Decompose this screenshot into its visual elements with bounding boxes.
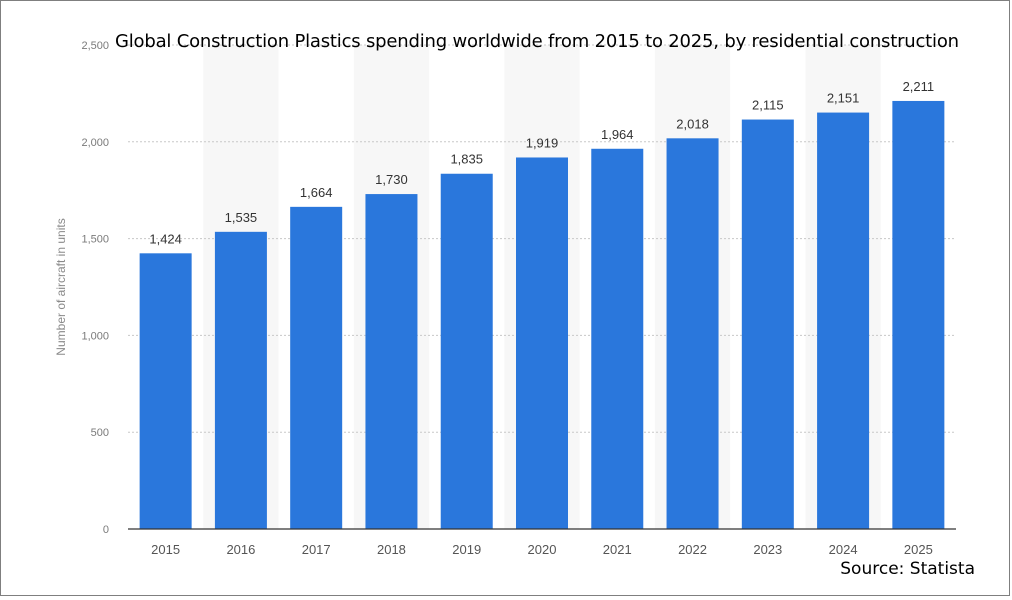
y-axis-label: Number of aircraft in units xyxy=(54,218,68,355)
x-tick-label: 2020 xyxy=(528,542,557,557)
y-tick-label: 1,000 xyxy=(81,330,109,342)
data-label: 2,115 xyxy=(752,98,784,113)
x-tick-label: 2017 xyxy=(302,542,331,557)
x-tick-label: 2022 xyxy=(678,542,707,557)
bar xyxy=(290,206,343,529)
data-label: 2,211 xyxy=(903,79,935,94)
x-tick-label: 2019 xyxy=(452,542,481,557)
chart-title: Global Construction Plastics spending wo… xyxy=(115,31,959,52)
data-label: 1,664 xyxy=(300,185,333,200)
x-tick-label: 2021 xyxy=(603,542,632,557)
source-label: Source: Statista xyxy=(840,559,975,579)
y-tick-label: 2,500 xyxy=(81,40,109,52)
data-label: 1,424 xyxy=(149,231,182,246)
data-label: 1,835 xyxy=(450,152,483,167)
data-label: 2,151 xyxy=(827,91,860,106)
data-label: 1,535 xyxy=(225,210,258,225)
bar xyxy=(516,157,568,529)
bar xyxy=(741,119,794,529)
y-tick-label: 1,500 xyxy=(81,234,109,246)
y-tick-label: 0 xyxy=(103,524,109,536)
bars xyxy=(139,100,945,530)
data-label: 1,919 xyxy=(526,135,559,150)
y-axis-ticks: 0 500 1,000 1,500 2,000 2,500 xyxy=(81,40,109,536)
bar xyxy=(817,112,870,529)
bar xyxy=(365,194,418,529)
x-tick-label: 2023 xyxy=(753,542,782,557)
bar xyxy=(892,100,945,529)
x-tick-label: 2015 xyxy=(151,542,180,557)
x-axis-ticks: 2015 2016 2017 2018 2019 2020 2021 2022 2023 2024… xyxy=(151,542,933,557)
bar xyxy=(440,173,493,529)
data-label: 1,730 xyxy=(375,172,408,187)
y-tick-label: 500 xyxy=(91,427,109,439)
bar xyxy=(214,231,267,529)
x-tick-label: 2024 xyxy=(829,542,858,557)
bar xyxy=(591,148,644,530)
x-tick-label: 2025 xyxy=(904,542,933,557)
bar xyxy=(666,138,719,530)
x-tick-label: 2016 xyxy=(226,542,255,557)
y-tick-label: 2,000 xyxy=(81,137,109,149)
data-label: 2,018 xyxy=(676,116,709,131)
data-label: 1,964 xyxy=(601,127,634,142)
bar xyxy=(139,253,192,529)
x-tick-label: 2018 xyxy=(377,542,406,557)
data-labels: 1,424 1,535 1,664 1,730 1,835 1,919 1,964 2,018… xyxy=(149,79,934,246)
